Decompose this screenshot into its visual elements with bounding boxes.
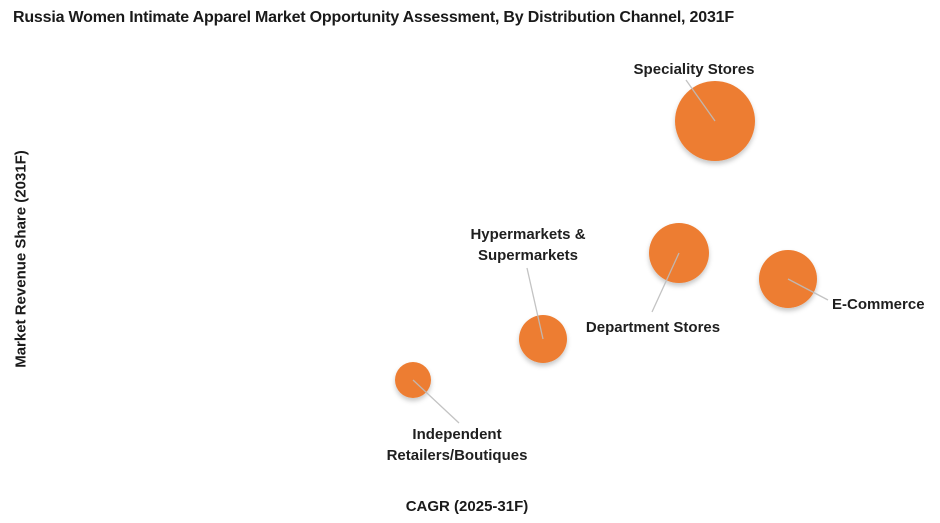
leader-line-hypermarkets-supermarkets xyxy=(526,267,544,340)
leader-line-department-stores xyxy=(651,252,680,313)
x-axis-label: CAGR (2025-31F) xyxy=(405,498,529,515)
leader-line-speciality-stores xyxy=(685,79,716,122)
leader-line-e-commerce xyxy=(787,278,829,301)
leader-line-independent-retailers-boutiques xyxy=(412,379,460,424)
chart-title: Russia Women Intimate Apparel Market Opp… xyxy=(13,9,734,26)
